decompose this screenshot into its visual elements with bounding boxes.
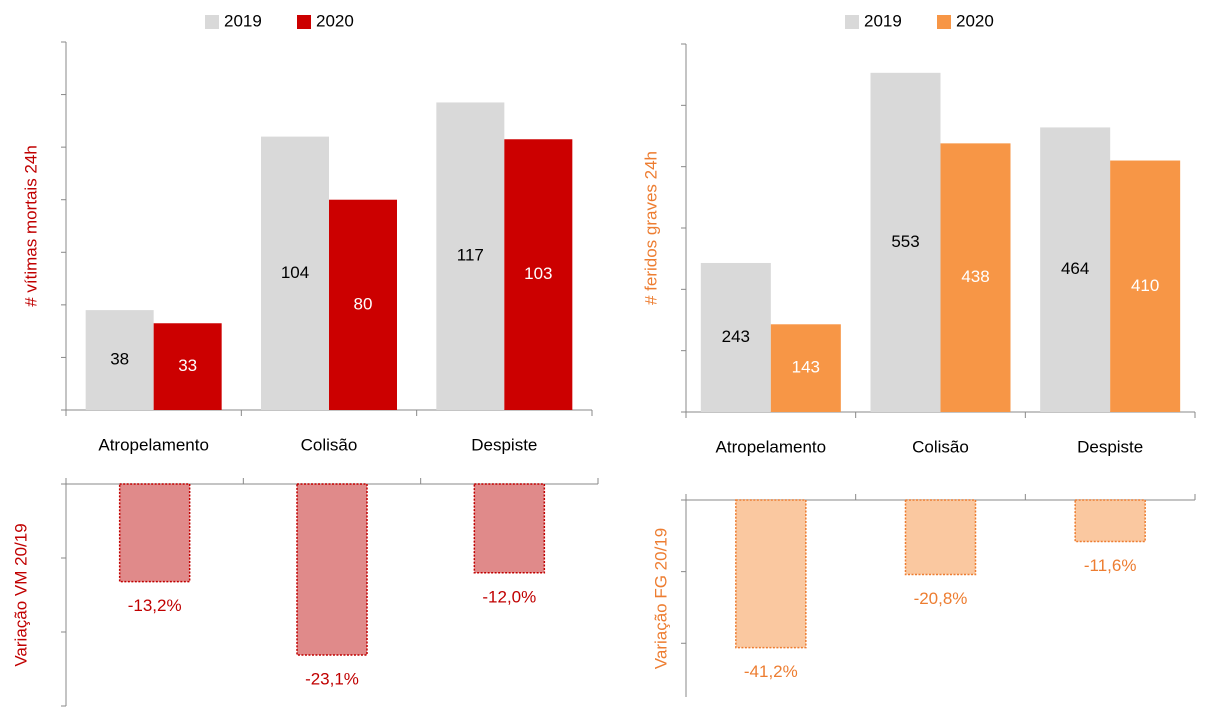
bar xyxy=(296,483,368,656)
bar xyxy=(904,499,977,576)
bar xyxy=(473,483,546,574)
x-tick-label: Despiste xyxy=(471,435,537,454)
x-tick-label: Despiste xyxy=(1077,437,1143,456)
bar xyxy=(735,499,807,649)
data-label: 143 xyxy=(792,358,820,377)
data-label: 33 xyxy=(178,356,197,375)
legend-swatch xyxy=(937,15,951,29)
x-tick-label: Colisão xyxy=(301,435,358,454)
data-label: -12,0% xyxy=(482,587,536,606)
x-tick-label: Atropelamento xyxy=(98,435,209,454)
legend-label: 2020 xyxy=(316,11,354,30)
legend-swatch xyxy=(845,15,859,29)
data-label: 464 xyxy=(1061,259,1089,278)
legend-label: 2019 xyxy=(224,11,262,30)
data-label: 553 xyxy=(891,232,919,251)
data-label: 243 xyxy=(722,327,750,346)
legend-swatch xyxy=(297,15,311,29)
data-label: 117 xyxy=(457,246,484,265)
bar xyxy=(870,72,941,413)
bar xyxy=(770,324,841,412)
y-axis-title: Variação FG 20/19 xyxy=(651,528,670,669)
data-label: 103 xyxy=(524,264,552,283)
data-label: -23,1% xyxy=(305,669,359,688)
bar xyxy=(1074,499,1146,543)
data-label: 38 xyxy=(110,350,129,369)
x-tick-label: Colisão xyxy=(912,437,969,456)
bar xyxy=(700,262,771,412)
data-label: 438 xyxy=(961,267,989,286)
data-label: 80 xyxy=(354,294,373,313)
y-axis-title: Variação VM 20/19 xyxy=(11,523,30,666)
data-label: 104 xyxy=(281,263,309,282)
legend-label: 2019 xyxy=(864,11,902,30)
legend-swatch xyxy=(205,15,219,29)
y-axis-title: # feridos graves 24h xyxy=(641,151,660,305)
bar xyxy=(118,483,191,583)
legend-label: 2020 xyxy=(956,11,994,30)
data-label: -13,2% xyxy=(128,596,182,615)
bar xyxy=(329,199,397,410)
bar xyxy=(940,143,1011,413)
y-axis-title: # vítimas mortais 24h xyxy=(21,145,40,307)
bar xyxy=(504,139,573,410)
data-label: -20,8% xyxy=(914,589,968,608)
bar xyxy=(436,102,505,410)
x-tick-label: Atropelamento xyxy=(716,437,827,456)
bar xyxy=(261,136,329,410)
data-label: 410 xyxy=(1131,276,1159,295)
data-label: -11,6% xyxy=(1084,556,1137,575)
bar xyxy=(1040,127,1111,412)
bar xyxy=(85,310,154,410)
data-label: -41,2% xyxy=(744,662,798,681)
bar xyxy=(1110,160,1181,412)
bar xyxy=(153,323,222,410)
